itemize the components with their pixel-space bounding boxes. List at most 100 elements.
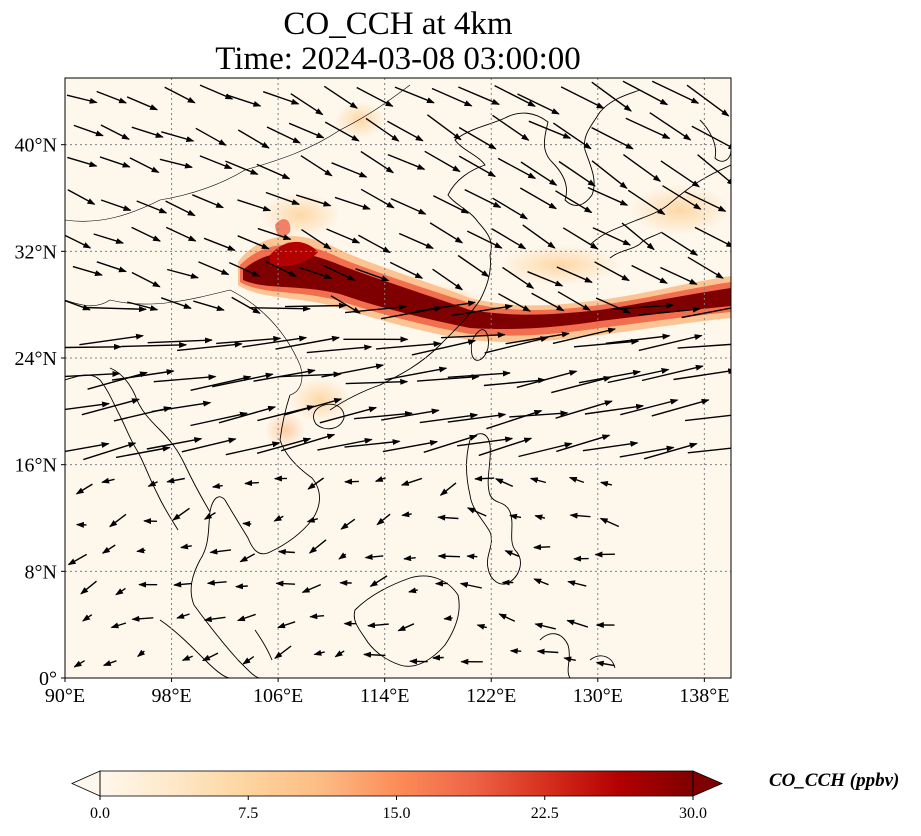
wind-arrow (323, 85, 358, 109)
wind-arrow (458, 86, 500, 105)
wind-arrow (638, 334, 703, 352)
wind-arrow (401, 511, 412, 518)
wind-arrow (262, 91, 300, 105)
colorbar-tick-label: 0.0 (90, 805, 110, 822)
wind-arrow (694, 226, 731, 248)
wind-arrow (236, 613, 256, 622)
wind-arrow (365, 117, 400, 142)
wind-arrow (527, 271, 564, 287)
wind-arrow (497, 157, 537, 180)
wind-arrow (443, 615, 453, 622)
wind-arrow (505, 331, 570, 345)
wind-arrow (284, 302, 347, 309)
wind-arrow (147, 337, 213, 344)
wind-arrow (199, 155, 233, 170)
wind-arrow (277, 548, 295, 555)
wind-arrow (411, 339, 477, 356)
wind-arrow (101, 544, 116, 554)
wind-arrow (65, 401, 110, 411)
wind-arrow (599, 517, 620, 528)
wind-arrow (225, 94, 262, 107)
wind-vector-layer (65, 80, 731, 668)
wind-arrow (319, 406, 378, 424)
wind-arrow (558, 160, 596, 187)
wind-arrow (202, 652, 219, 662)
wind-arrow (426, 114, 462, 141)
wind-arrow (591, 160, 628, 189)
haze-region (500, 245, 620, 285)
haze-region (260, 193, 340, 237)
wind-arrow (165, 226, 197, 242)
lat-tick-label: 40°N (15, 135, 57, 157)
wind-arrow (93, 233, 125, 244)
wind-arrow (216, 335, 282, 345)
wind-arrow (409, 658, 428, 665)
wind-arrow (552, 327, 617, 345)
wind-arrow (164, 86, 196, 104)
wind-arrow (354, 410, 413, 420)
wind-arrow (96, 90, 128, 104)
wind-arrow (274, 645, 292, 659)
wind-arrow (121, 341, 188, 348)
wind-arrow (309, 613, 325, 620)
wind-arrow (75, 483, 93, 495)
wind-arrow (494, 84, 536, 107)
wind-arrow (432, 654, 444, 661)
wind-arrow (165, 200, 196, 217)
wind-arrow (457, 436, 514, 447)
wind-arrow (324, 121, 360, 142)
wind-arrow (673, 368, 731, 381)
wind-arrow (153, 374, 217, 383)
wind-arrow (345, 378, 409, 385)
wind-arrow (256, 163, 291, 180)
wind-arrow (509, 513, 522, 520)
wind-arrow (273, 515, 284, 522)
lat-axis: 0° 8°N 16°N 24°N 32°N 40°N (15, 135, 65, 690)
wind-arrow (431, 87, 473, 107)
wind-arrow (492, 197, 528, 220)
wind-arrow (387, 120, 424, 142)
wind-arrow (67, 189, 96, 205)
wind-arrow (127, 301, 159, 311)
wind-arrow (301, 229, 332, 250)
lon-tick-label: 98°E (151, 685, 191, 707)
wind-arrow (203, 616, 226, 623)
wind-arrow (300, 155, 333, 177)
wind-arrow (101, 477, 115, 484)
wind-arrow (520, 161, 558, 186)
colorbar-tick-label: 15.0 (383, 805, 411, 822)
colorbar-max-extend (692, 770, 724, 797)
wind-arrow (419, 412, 479, 424)
wind-arrow (447, 370, 511, 378)
wind-arrow (83, 442, 137, 461)
wind-arrow (307, 477, 325, 490)
wind-arrow (206, 579, 227, 586)
wind-arrow (173, 581, 192, 588)
wind-arrow (594, 261, 630, 282)
wind-arrow (290, 93, 324, 116)
wind-arrow (360, 150, 395, 174)
wind-arrow (244, 480, 259, 487)
wind-arrow (266, 126, 301, 144)
colorbar-tick-label: 30.0 (679, 805, 707, 822)
wind-arrow (198, 261, 230, 276)
wind-arrow (161, 131, 195, 142)
wind-arrow (625, 117, 671, 140)
wind-arrow (111, 369, 175, 381)
wind-arrow (440, 332, 506, 339)
wind-arrow (321, 363, 385, 378)
wind-arrow (115, 445, 171, 459)
wind-arrow (381, 408, 440, 421)
wind-arrow (115, 587, 126, 596)
wind-arrow (190, 411, 248, 427)
lon-tick-label: 90°E (45, 685, 85, 707)
wind-arrow (619, 445, 675, 458)
colorbar-ticks: 0.0 7.5 15.0 22.5 30.0 (90, 796, 707, 822)
wind-arrow (607, 368, 670, 384)
wind-arrow (528, 120, 572, 139)
wind-arrow (81, 398, 140, 416)
wind-arrow (313, 649, 325, 656)
wind-arrow (295, 194, 332, 207)
plot-time-subtitle: Time: 2024-03-08 03:00:00 (215, 41, 581, 77)
